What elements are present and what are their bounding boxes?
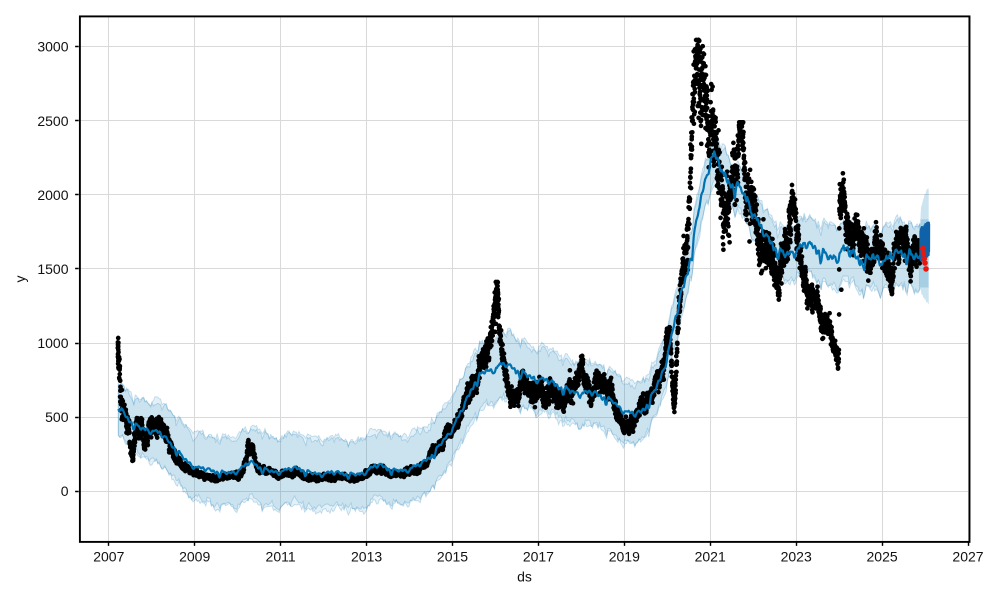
svg-text:0: 0 (61, 483, 69, 499)
svg-text:2019: 2019 (609, 549, 640, 565)
svg-text:3000: 3000 (37, 39, 68, 55)
svg-text:500: 500 (45, 409, 69, 425)
svg-text:2015: 2015 (437, 549, 468, 565)
svg-text:2023: 2023 (781, 549, 812, 565)
svg-text:2000: 2000 (37, 187, 68, 203)
svg-text:ds: ds (517, 569, 532, 585)
svg-text:2013: 2013 (351, 549, 382, 565)
svg-text:2017: 2017 (523, 549, 554, 565)
svg-text:2025: 2025 (867, 549, 898, 565)
svg-text:2027: 2027 (952, 549, 983, 565)
svg-text:2007: 2007 (93, 549, 124, 565)
svg-text:2500: 2500 (37, 113, 68, 129)
svg-text:1500: 1500 (37, 261, 68, 277)
svg-text:1000: 1000 (37, 335, 68, 351)
svg-text:y: y (12, 276, 28, 283)
svg-text:2021: 2021 (695, 549, 726, 565)
svg-text:2009: 2009 (179, 549, 210, 565)
svg-text:2011: 2011 (266, 549, 296, 565)
